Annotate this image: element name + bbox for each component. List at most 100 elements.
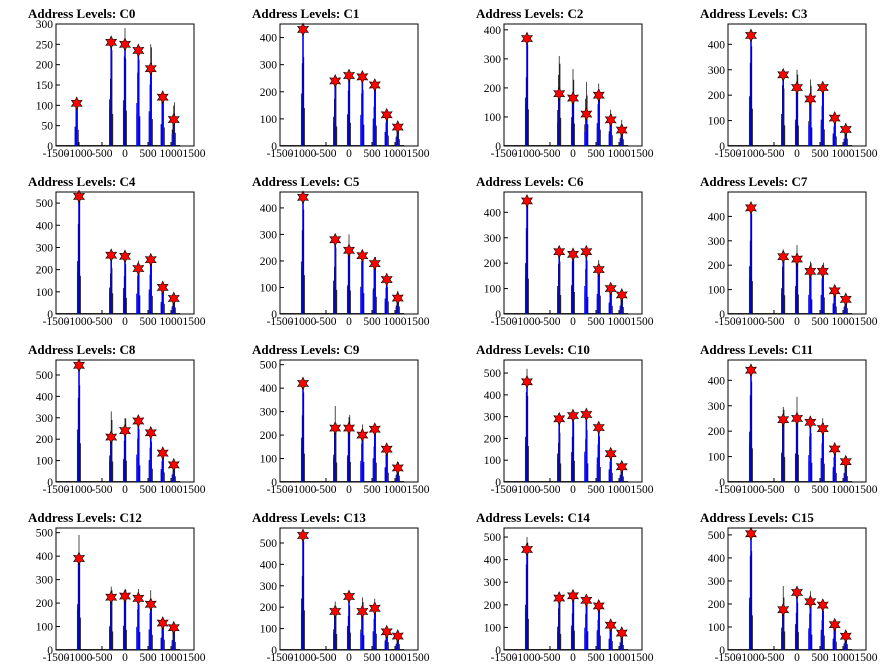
- peak-marker-star: [105, 248, 118, 263]
- peak: [580, 407, 593, 482]
- panel-c10: Address Levels: C10 0 100 200 300 400 500 -1500…: [476, 342, 654, 496]
- peak-marker-star: [745, 526, 757, 541]
- peak-marker-star: [119, 423, 131, 438]
- x-tick-label: -500: [315, 148, 336, 160]
- peak-marker-star: [615, 123, 628, 137]
- y-tick-label: 250: [36, 39, 54, 51]
- peak: [791, 69, 803, 146]
- x-tick-label: 1000: [832, 484, 855, 496]
- panel-c1: Address Levels: C1 0 100 200 300 400 -1500-100…: [252, 6, 430, 160]
- x-tick-label: 1500: [855, 316, 878, 328]
- x-tick-label: 0: [570, 148, 576, 160]
- x-tick-label: -1000: [290, 484, 317, 496]
- peak-marker-star: [791, 80, 803, 95]
- peak: [816, 80, 829, 146]
- y-tick-label: 400: [484, 25, 502, 37]
- panel-title: Address Levels: C10: [476, 342, 590, 357]
- panel-title: Address Levels: C11: [700, 342, 813, 357]
- peak: [356, 597, 369, 650]
- peak-marker-star: [839, 122, 852, 137]
- panel-c14: Address Levels: C14 0 100 200 300 400 500 -1500…: [476, 510, 654, 664]
- y-tick-label: 0: [719, 645, 725, 657]
- x-tick-label: 1000: [160, 316, 183, 328]
- peak-marker-star: [144, 597, 157, 612]
- peak-marker-star: [132, 43, 145, 58]
- x-tick-label: 1500: [407, 484, 430, 496]
- panel-c11: Address Levels: C11 0 100 200 300 400 -1500-10…: [700, 342, 878, 496]
- x-tick-label: -1000: [514, 316, 541, 328]
- y-tick-label: 0: [271, 309, 277, 321]
- y-tick-label: 0: [47, 141, 53, 153]
- peak-marker-star: [604, 618, 617, 633]
- peak: [343, 414, 355, 482]
- x-tick-label: -1500: [491, 652, 518, 664]
- peak: [297, 22, 309, 146]
- peak-marker-star: [804, 264, 817, 279]
- y-tick-label: 300: [484, 54, 502, 66]
- panel-title: Address Levels: C15: [700, 510, 814, 525]
- panel-c4: Address Levels: C40100200300400500-1500-…: [28, 174, 206, 328]
- peak-marker-star: [791, 585, 803, 600]
- x-tick-label: -500: [763, 652, 784, 664]
- panel-c5: Address Levels: C5 0 100 200 300 400 -1500-100…: [252, 174, 430, 328]
- y-tick-label: 400: [708, 211, 726, 223]
- x-tick-label: 1500: [631, 148, 654, 160]
- x-tick-label: 1500: [183, 652, 206, 664]
- peak: [816, 418, 829, 482]
- x-tick-label: -1500: [43, 148, 70, 160]
- peak-marker-star: [777, 412, 790, 427]
- y-tick-label: 0: [495, 477, 501, 489]
- y-tick-label: 50: [42, 121, 54, 133]
- peak-marker-star: [521, 193, 533, 208]
- x-tick-label: -1500: [715, 484, 742, 496]
- peak-marker-star: [356, 69, 369, 84]
- peak: [604, 446, 617, 482]
- x-tick-label: -1500: [43, 484, 70, 496]
- peak: [167, 457, 180, 482]
- x-tick-label: 0: [122, 316, 128, 328]
- peak-marker-star: [816, 598, 829, 613]
- peak: [73, 358, 85, 482]
- peak: [144, 44, 157, 146]
- peak: [391, 120, 404, 146]
- y-tick-label: 100: [260, 282, 278, 294]
- x-tick-label: 500: [363, 652, 381, 664]
- peak-marker-star: [167, 112, 180, 127]
- x-tick-label: 1000: [608, 652, 631, 664]
- peak-marker-star: [329, 604, 342, 619]
- panel-title: Address Levels: C6: [476, 174, 584, 189]
- peak: [745, 200, 757, 314]
- x-tick-label: 1500: [407, 652, 430, 664]
- peak-marker-star: [804, 92, 817, 106]
- x-tick-label: 1000: [832, 148, 855, 160]
- peak: [119, 28, 131, 146]
- panel-title: Address Levels: C2: [476, 6, 583, 21]
- y-tick-label: 400: [260, 33, 278, 45]
- peak: [615, 288, 628, 314]
- peak: [73, 535, 85, 650]
- peak-marker-star: [119, 249, 131, 264]
- peak-marker-star: [380, 442, 393, 457]
- peak: [167, 620, 180, 650]
- peak-marker-star: [791, 252, 803, 267]
- y-tick-label: 100: [484, 112, 502, 124]
- peak-marker-star: [368, 256, 381, 271]
- y-tick-label: 0: [271, 477, 277, 489]
- y-tick-label: 300: [708, 576, 726, 588]
- peak-marker-star: [156, 446, 169, 461]
- peak-marker-star: [816, 264, 829, 279]
- peak: [167, 291, 180, 314]
- x-tick-label: 1000: [832, 316, 855, 328]
- y-tick-label: 300: [708, 236, 726, 248]
- y-tick-label: 400: [708, 553, 726, 565]
- y-tick-label: 300: [260, 229, 278, 241]
- panel-c7: Address Levels: C7 0 100 200 300 400 -1500-100…: [700, 174, 878, 328]
- peak-marker-star: [553, 86, 566, 101]
- peak-marker-star: [592, 599, 605, 613]
- peak: [804, 79, 817, 146]
- peak: [73, 189, 85, 314]
- y-tick-label: 200: [260, 430, 278, 442]
- peak-marker-star: [553, 411, 566, 426]
- x-tick-label: 500: [363, 484, 381, 496]
- x-tick-label: 1500: [183, 148, 206, 160]
